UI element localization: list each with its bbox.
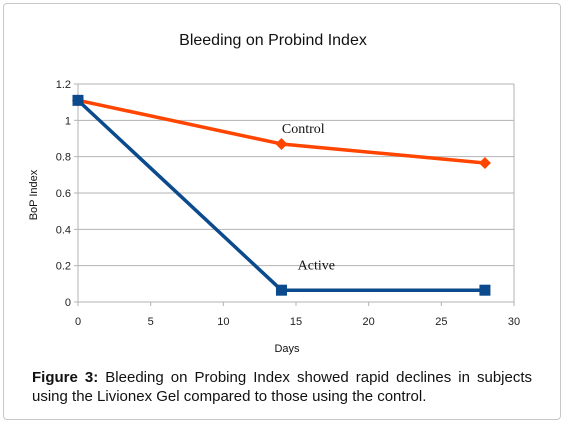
x-tick-label: 25 [435, 316, 447, 328]
chart-title: Bleeding on Probind Index [179, 32, 367, 49]
point-active [72, 94, 84, 106]
x-tick-label: 20 [363, 316, 375, 328]
x-tick-label: 0 [75, 316, 81, 328]
chart-labels: 0 0.2 0.4 0.6 0.8 1 1.2 0 5 10 15 20 25 30 Control Acti… [28, 32, 520, 355]
x-tick-label: 5 [148, 316, 154, 328]
y-tick-label: 0.8 [56, 152, 71, 164]
y-tick-label: 0.6 [56, 188, 71, 200]
figure-frame [3, 3, 561, 420]
series-label-active: Active [298, 258, 335, 273]
series-label-control: Control [282, 122, 325, 137]
point-active [275, 284, 287, 296]
y-tick-label: 1.2 [56, 79, 71, 91]
x-axis-label: Days [274, 343, 300, 355]
line-chart: 0 0.2 0.4 0.6 0.8 1 1.2 0 5 10 15 20 25 30 Control Acti… [28, 32, 520, 355]
y-tick-label: 0.2 [56, 261, 71, 273]
y-tick-label: 0.4 [56, 224, 71, 236]
axes [74, 83, 515, 306]
grid-lines [78, 83, 514, 267]
x-tick-label: 15 [290, 316, 302, 328]
point-control [275, 137, 288, 150]
caption-label: Figure 3: [32, 369, 99, 386]
y-tick-label: 0 [65, 297, 71, 309]
y-axis-label: BoP Index [28, 169, 40, 220]
point-active [479, 284, 491, 296]
x-tick-label: 10 [217, 316, 229, 328]
series-group [72, 94, 491, 296]
y-tick-label: 1 [65, 115, 71, 127]
caption-text: Bleeding on Probing Index showed rapid d… [32, 369, 533, 405]
point-control [478, 157, 491, 170]
figure-caption: Figure 3: Bleeding on Probing Index show… [32, 368, 532, 406]
x-tick-label: 30 [508, 316, 520, 328]
